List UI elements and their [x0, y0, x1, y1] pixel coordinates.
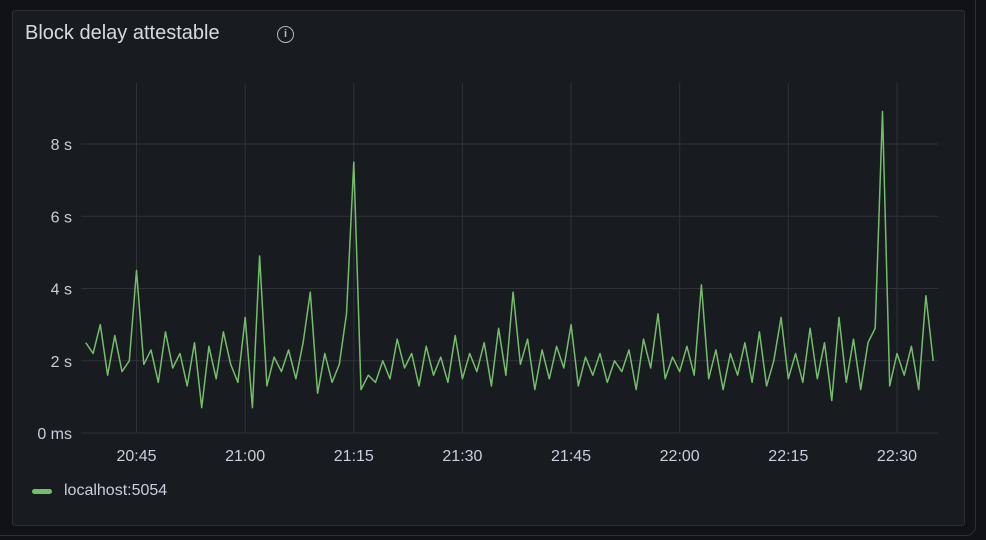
x-tick-label: 21:45: [551, 448, 591, 465]
y-tick-label: 0 ms: [37, 426, 72, 443]
y-tick-label: 8 s: [51, 137, 72, 154]
legend-item[interactable]: localhost:5054: [32, 482, 167, 500]
x-tick-label: 21:00: [225, 448, 265, 465]
info-circle-icon[interactable]: i: [277, 26, 294, 43]
x-tick-label: 22:30: [877, 448, 917, 465]
y-tick-label: 6 s: [51, 209, 72, 226]
panel-title: Block delay attestable: [25, 22, 220, 44]
panel-background: [12, 10, 965, 526]
x-tick-label: 22:15: [768, 448, 808, 465]
x-tick-label: 22:00: [660, 448, 700, 465]
legend-label: localhost:5054: [64, 482, 168, 499]
legend-color-swatch: [32, 488, 52, 494]
y-tick-label: 2 s: [51, 354, 72, 371]
y-tick-label: 4 s: [51, 282, 72, 299]
x-tick-label: 20:45: [117, 448, 157, 465]
x-tick-label: 21:30: [442, 448, 482, 465]
series-line-localhost-5054: [85, 110, 934, 409]
x-tick-label: 21:15: [334, 448, 374, 465]
